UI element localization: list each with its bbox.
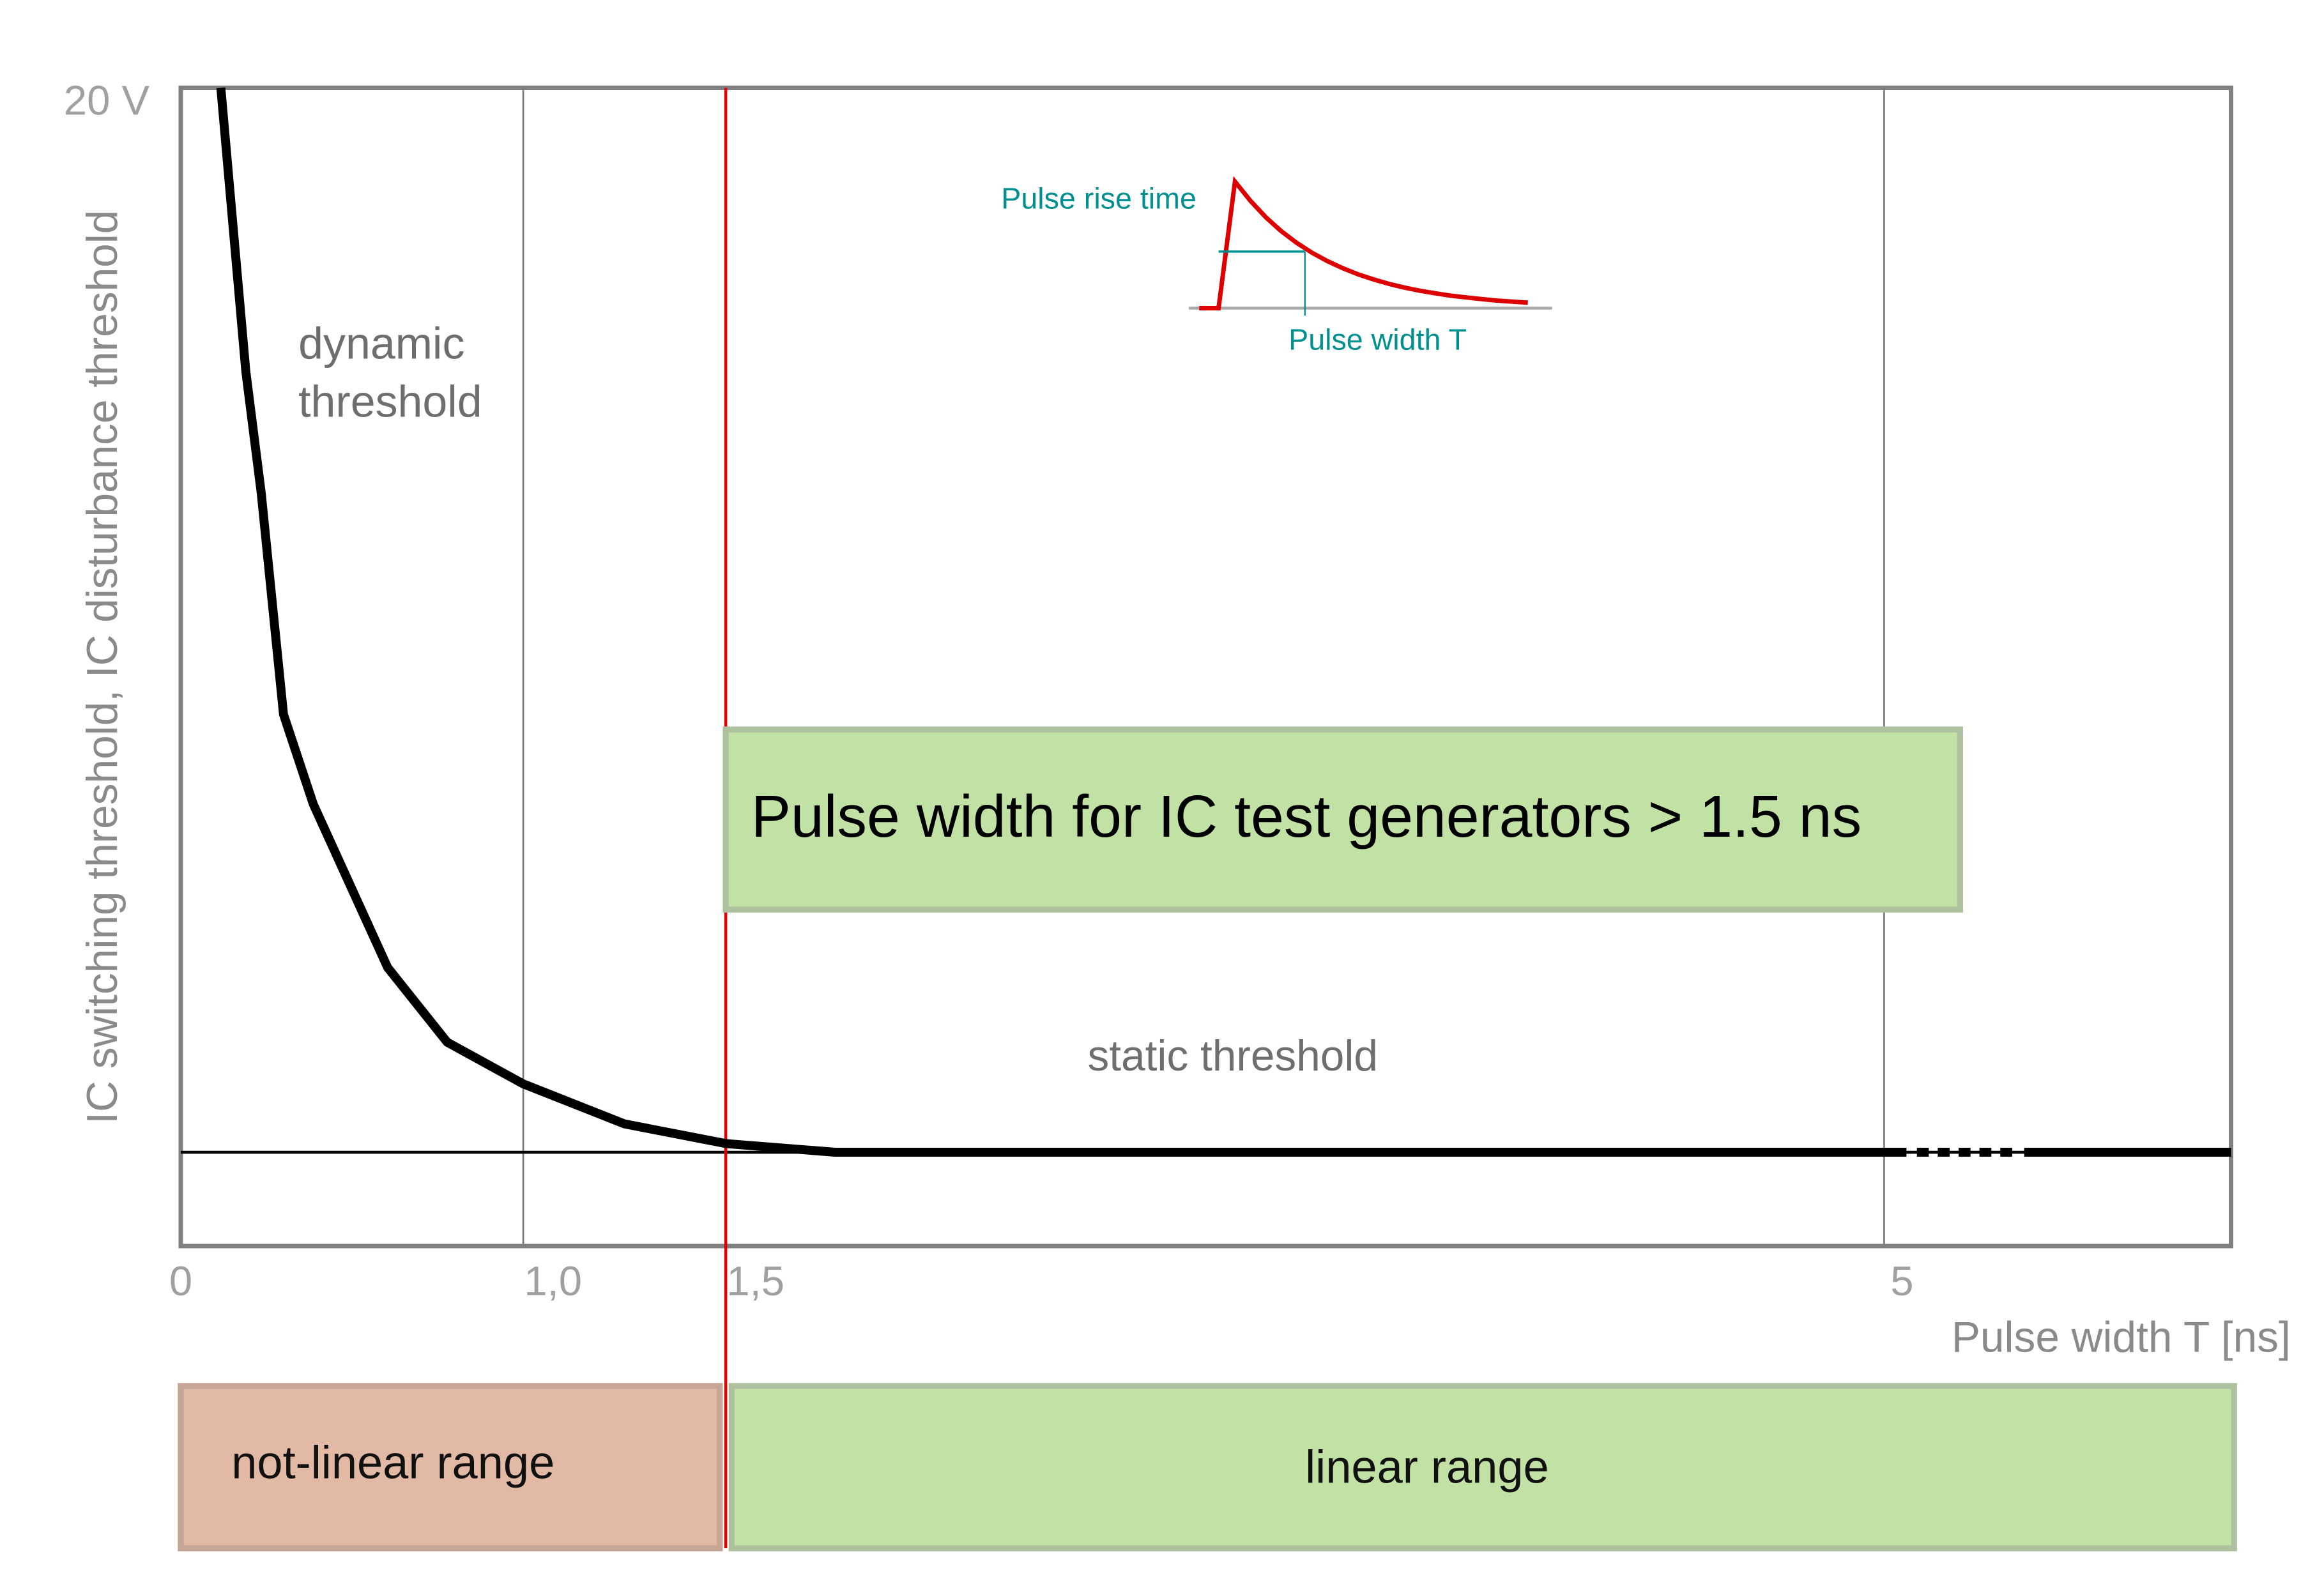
callout-box xyxy=(722,726,1963,913)
x-tick-label: 1,5 xyxy=(726,1258,784,1304)
y-max-label: 20 V xyxy=(64,77,150,123)
x-tick-label: 1,0 xyxy=(524,1258,582,1304)
x-tick-label: 5 xyxy=(1890,1258,1913,1304)
dynamic-threshold-label-line1: dynamic xyxy=(298,319,464,369)
range-bar xyxy=(178,1383,723,1551)
y-axis-label: IC switching threshold, IC disturbance t… xyxy=(79,210,126,1124)
grid-lines xyxy=(522,88,1885,1246)
threshold-curve xyxy=(216,87,1907,1157)
dynamic-threshold-label-line2: threshold xyxy=(298,377,482,427)
x-tick-labels: 0 1,0 1,5 5 xyxy=(169,1258,1914,1304)
range-bars: not-linear range linear range xyxy=(178,1383,2237,1551)
callout-text: Pulse width for IC test generators > 1.5… xyxy=(751,783,1861,849)
plot-frame xyxy=(178,86,2234,1249)
static-threshold-label: static threshold xyxy=(1087,1032,1378,1080)
x-axis-label: Pulse width T [ns] xyxy=(1952,1313,2291,1361)
inset-rise-label: Pulse rise time xyxy=(1001,181,1196,215)
range-label: not-linear range xyxy=(231,1438,554,1489)
inset-width-label: Pulse width T xyxy=(1288,323,1467,356)
pulse-inset: Pulse rise time Pulse width T xyxy=(1001,176,1552,356)
range-label: linear range xyxy=(1305,1442,1549,1493)
range-bar xyxy=(728,1383,2237,1551)
inset-pulse-curve xyxy=(1199,176,1528,310)
x-tick-label: 0 xyxy=(169,1258,192,1304)
